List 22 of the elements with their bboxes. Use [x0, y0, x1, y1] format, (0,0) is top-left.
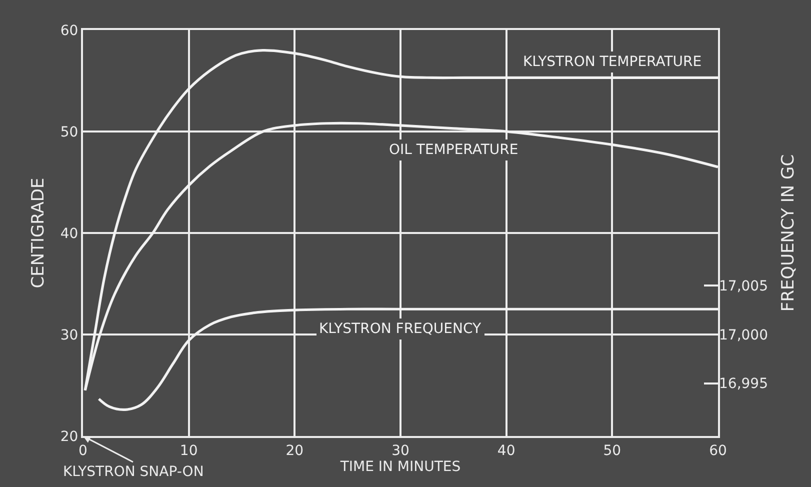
y2-tick-label: 17,000 — [719, 327, 768, 344]
x-axis-title: TIME IN MINUTES — [339, 458, 461, 475]
x-tick-label: 0 — [78, 442, 88, 459]
y-tick-label: 30 — [60, 327, 78, 344]
y2-tick-label: 17,005 — [719, 278, 768, 295]
x-tick-label: 10 — [180, 442, 198, 459]
text: KLYSTRON SNAP-ON — [63, 464, 204, 480]
x-tick-label: 60 — [709, 442, 727, 459]
series-label: OIL TEMPERATURE — [389, 142, 518, 158]
y2-axis-title: FREQUENCY IN GC — [778, 154, 798, 312]
y-tick-label: 20 — [60, 428, 78, 445]
series-label: KLYSTRON TEMPERATURE — [523, 54, 702, 70]
y-tick-label: 40 — [60, 226, 78, 242]
x-tick-label: 50 — [603, 442, 622, 459]
series-label: KLYSTRON FREQUENCY — [319, 321, 482, 337]
x-tick-label: 30 — [392, 442, 410, 459]
y-tick-label: 60 — [60, 22, 78, 39]
x-tick-label: 20 — [286, 442, 304, 459]
y-axis-title: CENTIGRADE — [28, 178, 48, 288]
y-tick-label: 50 — [60, 124, 78, 140]
x-tick-label: 40 — [497, 442, 516, 459]
y2-tick-label: 16,995 — [719, 376, 768, 392]
